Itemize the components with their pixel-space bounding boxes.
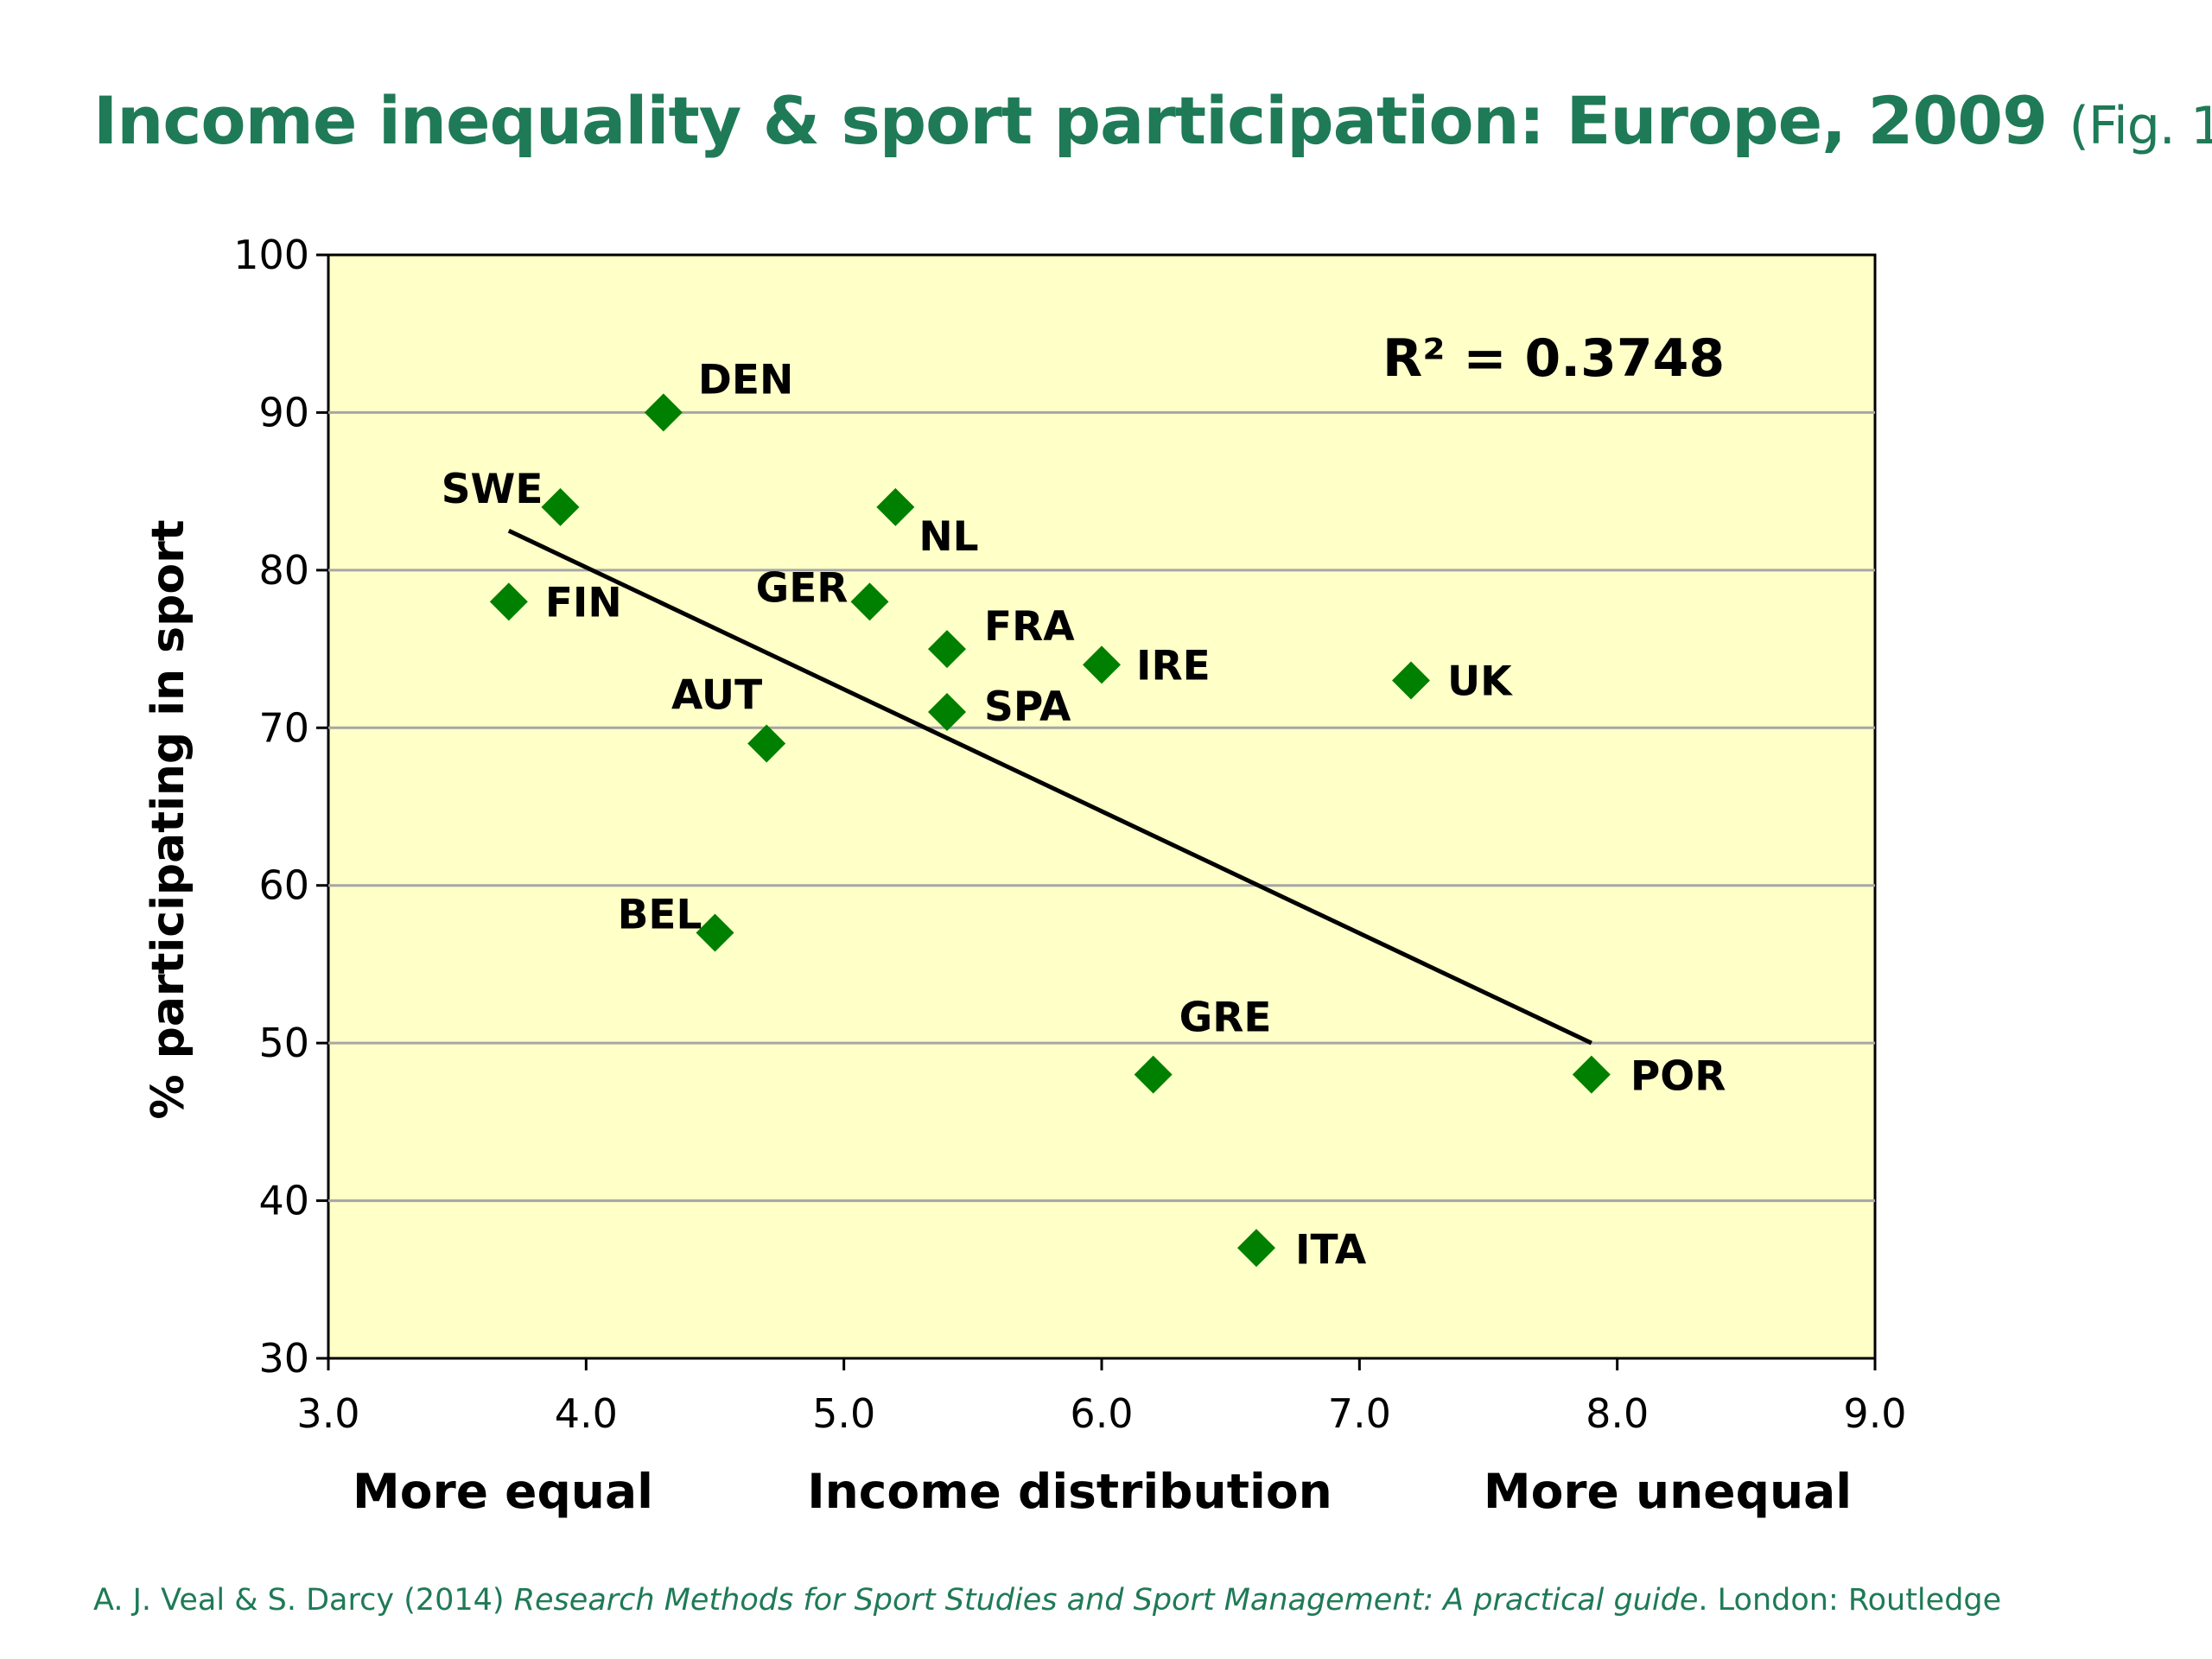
data-point-fra	[928, 630, 966, 669]
x-axis-category-labels: More equal Income distribution More unequa…	[353, 1464, 1852, 1519]
data-point-ger	[850, 582, 889, 621]
data-point-spa	[928, 693, 966, 732]
point-label-ger: GER	[756, 564, 849, 612]
title-main: Income inequality & sport participation:…	[93, 82, 2048, 159]
plot-area	[327, 253, 1877, 1360]
gridlines	[328, 410, 1875, 1203]
point-label-spa: SPA	[984, 683, 1071, 731]
point-label-por: POR	[1630, 1053, 1726, 1101]
data-point-bel	[696, 913, 734, 952]
x-tick-label-9.0: 9.0	[1843, 1390, 1906, 1437]
y-tick-label-90: 90	[258, 389, 309, 435]
y-tick-label-80: 80	[258, 547, 309, 594]
x-category-label-income-distribution: Income distribution	[807, 1464, 1332, 1519]
citation: A. J. Veal & S. Darcy (2014) Research Me…	[93, 1583, 2167, 1618]
y-tick-label-70: 70	[258, 704, 309, 751]
figure-reference: (Fig. 14.1)	[2069, 96, 2212, 156]
trendline	[507, 528, 1592, 1046]
x-tick-label-5.0: 5.0	[812, 1390, 875, 1437]
data-points	[489, 393, 1611, 1268]
y-tick-label-30: 30	[258, 1335, 309, 1382]
point-labels: DEN SWE NL FIN GER FRA IRE UK SPA AUT BEL GRE POR ITA	[442, 356, 1726, 1274]
data-point-ita	[1237, 1229, 1275, 1268]
data-point-swe	[541, 487, 580, 526]
y-axis-label: % participating in sport	[143, 519, 194, 1119]
data-point-uk	[1392, 661, 1430, 700]
x-tick-label-6.0: 6.0	[1070, 1390, 1133, 1437]
data-point-por	[1572, 1055, 1611, 1094]
axis-ticks: 30 40 50 60 70 80 90 100 3.0 4.0 5.0 6.0 7.0 8.0 9.0	[233, 232, 1906, 1437]
x-tick-label-7.0: 7.0	[1328, 1390, 1391, 1437]
x-tick-label-3.0: 3.0	[296, 1390, 359, 1437]
citation-authors: A. J. Veal & S. Darcy (2014)	[93, 1583, 514, 1618]
x-category-label-more-equal: More equal	[353, 1464, 653, 1519]
point-label-uk: UK	[1447, 658, 1513, 706]
point-label-fra: FRA	[984, 603, 1075, 651]
x-category-label-more-unequal: More unequal	[1484, 1464, 1852, 1519]
x-tick-label-8.0: 8.0	[1586, 1390, 1649, 1437]
citation-book-title: Research Methods for Sport Studies and S…	[513, 1583, 1699, 1618]
y-tick-label-50: 50	[258, 1020, 309, 1066]
citation-publisher: . London: Routledge	[1698, 1583, 2002, 1618]
point-label-ita: ITA	[1295, 1226, 1367, 1274]
trendline-group	[507, 528, 1592, 1046]
point-label-aut: AUT	[671, 672, 762, 720]
y-tick-label-60: 60	[258, 862, 309, 909]
point-label-fin: FIN	[545, 579, 622, 626]
data-point-den	[644, 393, 683, 432]
point-label-ire: IRE	[1136, 642, 1211, 690]
slide-title: Income inequality & sport participation:…	[93, 82, 2212, 159]
y-tick-label-40: 40	[258, 1178, 309, 1224]
data-point-gre	[1134, 1055, 1173, 1094]
point-label-nl: NL	[918, 513, 978, 561]
data-point-ire	[1083, 645, 1121, 684]
data-point-aut	[747, 724, 786, 763]
x-tick-label-4.0: 4.0	[555, 1390, 618, 1437]
point-label-bel: BEL	[618, 891, 702, 938]
r-squared-annotation: R² = 0.3748	[1382, 328, 1725, 389]
data-point-fin	[489, 582, 528, 621]
point-label-swe: SWE	[442, 466, 543, 513]
y-tick-label-100: 100	[233, 232, 309, 278]
point-label-gre: GRE	[1179, 995, 1272, 1042]
point-label-den: DEN	[698, 356, 793, 404]
data-point-nl	[876, 487, 915, 526]
